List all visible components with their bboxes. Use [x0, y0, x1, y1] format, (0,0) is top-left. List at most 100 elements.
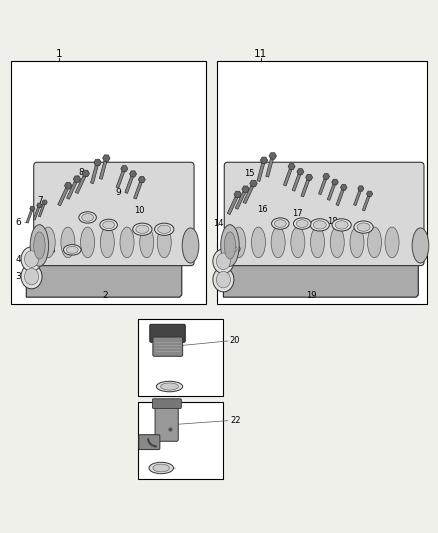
Ellipse shape — [354, 221, 373, 233]
Ellipse shape — [213, 268, 234, 292]
Text: 2: 2 — [102, 291, 108, 300]
Text: 9: 9 — [115, 189, 121, 197]
Ellipse shape — [271, 227, 285, 258]
Ellipse shape — [157, 227, 171, 258]
Polygon shape — [318, 177, 327, 195]
Text: 16: 16 — [258, 205, 268, 214]
Ellipse shape — [30, 225, 49, 266]
Bar — [138, 319, 223, 395]
Polygon shape — [243, 184, 254, 204]
Ellipse shape — [221, 225, 239, 266]
Polygon shape — [227, 195, 239, 215]
Polygon shape — [323, 174, 329, 179]
Text: 11: 11 — [254, 49, 267, 59]
Ellipse shape — [79, 212, 96, 223]
Text: 7: 7 — [37, 196, 43, 205]
Polygon shape — [42, 200, 47, 205]
Ellipse shape — [82, 214, 94, 221]
Polygon shape — [26, 209, 33, 223]
Ellipse shape — [330, 227, 344, 258]
Ellipse shape — [156, 381, 183, 392]
Text: 21: 21 — [168, 383, 178, 392]
Polygon shape — [242, 186, 249, 192]
Polygon shape — [99, 159, 107, 179]
Polygon shape — [340, 184, 347, 190]
Ellipse shape — [311, 227, 325, 258]
Text: 15: 15 — [244, 169, 255, 178]
Ellipse shape — [25, 268, 39, 285]
Polygon shape — [269, 153, 276, 159]
Polygon shape — [67, 180, 78, 199]
Polygon shape — [260, 157, 268, 164]
Polygon shape — [64, 182, 72, 189]
Ellipse shape — [216, 253, 230, 270]
Ellipse shape — [223, 244, 240, 254]
Text: 12: 12 — [213, 277, 223, 286]
FancyBboxPatch shape — [34, 162, 194, 265]
Ellipse shape — [332, 219, 351, 231]
Polygon shape — [82, 170, 89, 176]
Ellipse shape — [153, 464, 170, 472]
Text: 6: 6 — [15, 218, 21, 227]
Polygon shape — [73, 176, 81, 182]
Ellipse shape — [34, 232, 45, 259]
Ellipse shape — [21, 264, 42, 289]
Polygon shape — [283, 167, 293, 186]
Ellipse shape — [335, 221, 348, 229]
Ellipse shape — [133, 223, 152, 236]
Polygon shape — [367, 191, 373, 197]
Polygon shape — [121, 166, 128, 172]
Polygon shape — [301, 178, 310, 197]
Ellipse shape — [81, 227, 95, 258]
Polygon shape — [39, 203, 46, 217]
Ellipse shape — [25, 251, 39, 268]
Bar — [11, 61, 206, 304]
FancyBboxPatch shape — [139, 435, 160, 449]
Polygon shape — [33, 206, 40, 220]
Polygon shape — [336, 188, 345, 206]
Polygon shape — [257, 161, 265, 181]
Polygon shape — [26, 260, 182, 297]
Polygon shape — [306, 174, 313, 181]
Ellipse shape — [350, 227, 364, 258]
Polygon shape — [91, 163, 99, 184]
Bar — [217, 61, 427, 304]
Polygon shape — [130, 171, 137, 177]
Polygon shape — [125, 174, 134, 193]
Ellipse shape — [274, 220, 286, 228]
Polygon shape — [292, 172, 301, 191]
Text: 17: 17 — [293, 208, 303, 217]
Ellipse shape — [61, 227, 75, 258]
Ellipse shape — [357, 223, 370, 231]
Ellipse shape — [100, 227, 114, 258]
Text: 10: 10 — [134, 206, 145, 215]
Polygon shape — [358, 186, 364, 191]
Polygon shape — [297, 168, 304, 175]
Polygon shape — [288, 164, 295, 169]
Ellipse shape — [140, 227, 154, 258]
Ellipse shape — [310, 219, 329, 231]
Ellipse shape — [291, 227, 305, 258]
Polygon shape — [235, 190, 247, 209]
Ellipse shape — [136, 225, 149, 233]
Ellipse shape — [293, 218, 311, 229]
Polygon shape — [327, 182, 336, 200]
Polygon shape — [30, 206, 35, 211]
Ellipse shape — [21, 247, 42, 271]
Ellipse shape — [251, 227, 265, 258]
Ellipse shape — [64, 245, 81, 255]
Ellipse shape — [296, 220, 308, 228]
Text: 19: 19 — [306, 291, 316, 300]
Polygon shape — [223, 260, 418, 297]
Polygon shape — [58, 186, 69, 206]
Ellipse shape — [385, 227, 399, 258]
Text: 8: 8 — [78, 168, 84, 177]
Ellipse shape — [41, 227, 55, 258]
Text: 1: 1 — [56, 49, 63, 59]
Polygon shape — [353, 189, 362, 206]
Polygon shape — [94, 159, 101, 166]
Text: 18: 18 — [327, 217, 337, 227]
Ellipse shape — [272, 218, 289, 229]
Ellipse shape — [158, 225, 171, 233]
Ellipse shape — [102, 221, 114, 229]
